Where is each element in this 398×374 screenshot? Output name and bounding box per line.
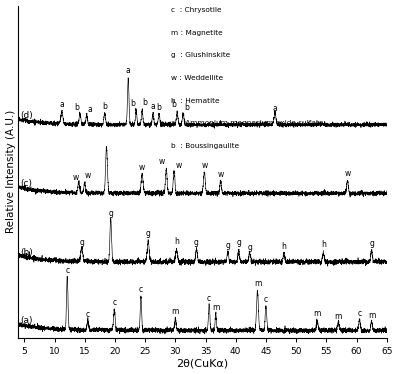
Text: c: c	[357, 309, 361, 318]
Text: w: w	[85, 171, 91, 180]
Text: b: b	[143, 98, 148, 107]
Text: g: g	[236, 238, 241, 248]
Text: b: b	[172, 100, 177, 109]
Text: g: g	[146, 229, 150, 238]
Text: (a): (a)	[20, 316, 33, 325]
Text: w: w	[344, 169, 351, 178]
Text: m: m	[172, 307, 179, 316]
Text: w: w	[201, 161, 207, 170]
Text: w: w	[139, 163, 145, 172]
Text: g: g	[108, 209, 113, 218]
Text: b: b	[131, 99, 135, 108]
Text: c: c	[65, 266, 69, 275]
Text: c: c	[86, 310, 90, 319]
Text: (c): (c)	[20, 179, 32, 188]
Text: w: w	[176, 160, 182, 169]
Text: m: m	[254, 279, 261, 288]
Text: b: b	[184, 102, 189, 112]
Text: c: c	[112, 298, 116, 307]
Text: m: m	[368, 311, 375, 320]
Text: c  : Chrysotile: c : Chrysotile	[171, 7, 222, 13]
Text: b: b	[156, 103, 162, 112]
Text: (d): (d)	[20, 111, 33, 120]
Text: g: g	[369, 239, 374, 248]
Text: a: a	[273, 104, 277, 113]
Text: w: w	[158, 157, 165, 166]
Text: c: c	[207, 294, 211, 303]
Text: c: c	[139, 285, 143, 294]
Text: h  : Hematite: h : Hematite	[171, 98, 220, 104]
Text: c: c	[264, 294, 268, 304]
Text: g: g	[194, 239, 199, 248]
Text: b  : Boussingaulite: b : Boussingaulite	[171, 143, 239, 149]
Text: g  : Glushinskite: g : Glushinskite	[171, 52, 230, 58]
Text: m: m	[314, 309, 321, 318]
Text: b: b	[102, 102, 107, 111]
Text: w: w	[72, 173, 79, 182]
Text: g: g	[225, 241, 230, 250]
Text: h: h	[282, 242, 287, 251]
Text: h: h	[174, 237, 179, 246]
Y-axis label: Relative Intensity (A.U.): Relative Intensity (A.U.)	[6, 110, 16, 233]
Text: (b): (b)	[20, 248, 33, 257]
Text: b: b	[74, 103, 79, 112]
Text: a  : Ammonium magnesium oxide sulfate: a : Ammonium magnesium oxide sulfate	[171, 120, 324, 126]
Text: g: g	[79, 238, 84, 247]
Text: a: a	[126, 66, 131, 75]
Text: h: h	[321, 240, 326, 249]
X-axis label: 2θ(CuKα): 2θ(CuKα)	[176, 358, 228, 368]
Text: m: m	[212, 303, 219, 312]
Text: m : Magnetite: m : Magnetite	[171, 30, 223, 36]
Text: a: a	[150, 102, 155, 111]
Text: m: m	[335, 312, 342, 321]
Text: w : Weddellite: w : Weddellite	[171, 75, 223, 81]
Text: w: w	[217, 170, 224, 179]
Text: a: a	[88, 105, 93, 114]
Text: g: g	[247, 243, 252, 252]
Text: a: a	[59, 100, 64, 109]
